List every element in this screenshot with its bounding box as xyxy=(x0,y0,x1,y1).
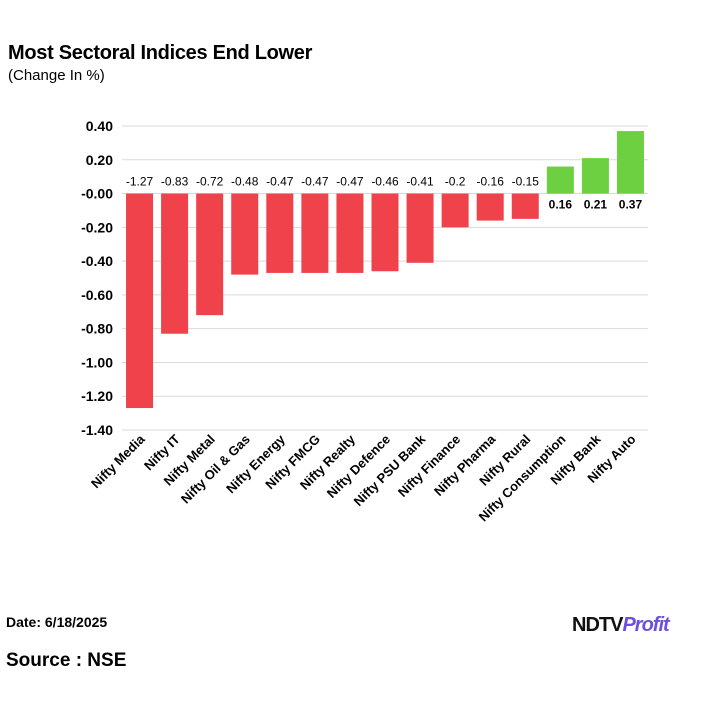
ndtv-profit-logo: NDTVProfit xyxy=(572,614,670,636)
data-label: -0.83 xyxy=(161,175,189,189)
chart-title: Most Sectoral Indices End Lower xyxy=(8,42,313,64)
bar xyxy=(161,193,189,334)
data-label: 0.16 xyxy=(549,198,573,212)
bar xyxy=(476,193,504,221)
data-label: -1.27 xyxy=(126,175,154,189)
bar xyxy=(511,193,539,219)
data-label: -0.41 xyxy=(406,175,434,189)
data-label: -0.47 xyxy=(266,175,294,189)
data-label: -0.72 xyxy=(196,175,224,189)
data-label: -0.15 xyxy=(512,175,540,189)
data-label: -0.46 xyxy=(371,175,399,189)
y-tick-label: -0.40 xyxy=(81,253,113,269)
data-label: -0.16 xyxy=(477,175,505,189)
bar xyxy=(441,193,469,228)
y-tick-label: 0.40 xyxy=(86,118,113,134)
bar xyxy=(266,193,294,273)
chart-subtitle: (Change In %) xyxy=(8,67,105,84)
data-label: -0.48 xyxy=(231,175,259,189)
data-label: -0.47 xyxy=(301,175,329,189)
bar xyxy=(371,193,399,272)
bar xyxy=(231,193,259,275)
y-tick-label: -0.80 xyxy=(81,321,113,337)
y-tick-label: -1.40 xyxy=(81,422,113,438)
bar xyxy=(546,166,574,194)
data-label: 0.37 xyxy=(619,198,643,212)
data-label: -0.47 xyxy=(336,175,364,189)
y-tick-label: 0.20 xyxy=(86,152,113,168)
x-tick-label: Nifty Media xyxy=(88,431,148,491)
bar xyxy=(616,131,644,194)
bar xyxy=(196,193,224,316)
bar xyxy=(126,193,154,409)
y-tick-label: -1.00 xyxy=(81,354,113,370)
data-label: 0.21 xyxy=(584,198,608,212)
bar xyxy=(581,158,609,194)
bar xyxy=(301,193,329,273)
bar xyxy=(336,193,364,273)
data-label: -0.2 xyxy=(445,175,466,189)
source-label: Source : NSE xyxy=(6,650,127,671)
y-tick-label: -1.20 xyxy=(81,388,113,404)
date-label: Date: 6/18/2025 xyxy=(6,614,108,630)
bar xyxy=(406,193,434,263)
y-tick-label: -0.60 xyxy=(81,287,113,303)
y-tick-label: -0.20 xyxy=(81,219,113,235)
y-tick-label: -0.00 xyxy=(81,186,113,202)
